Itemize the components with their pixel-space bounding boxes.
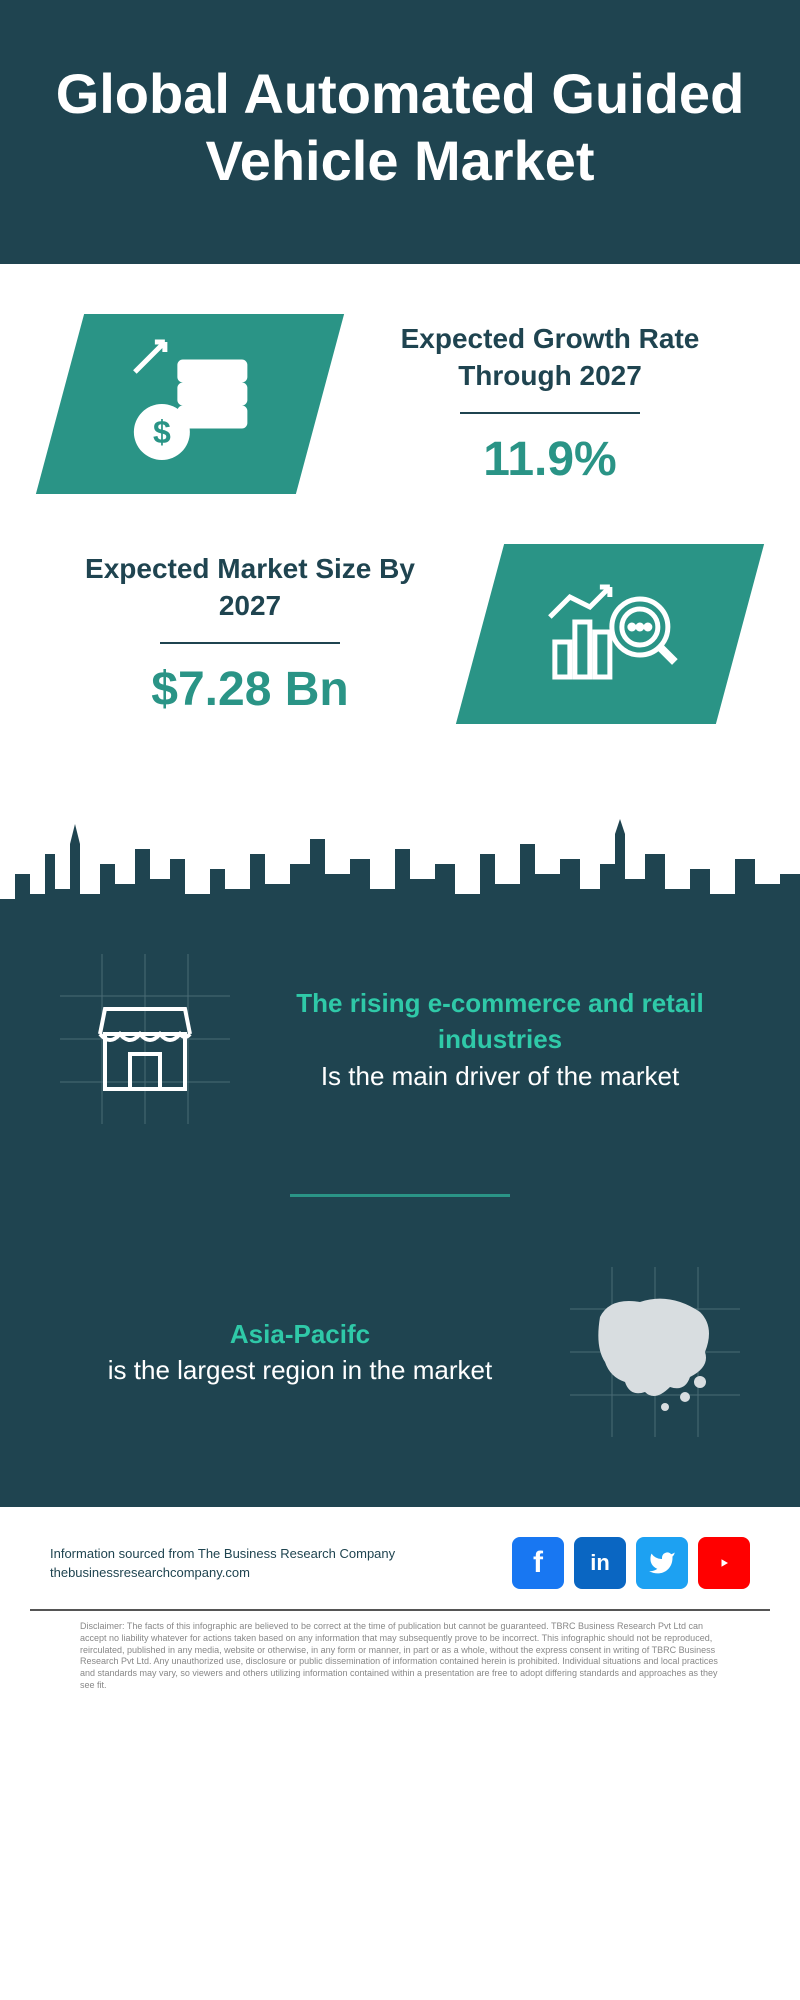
stat-value: 11.9% [360,432,740,487]
stat-growth-rate: $ Expected Growth Rate Through 2027 11.9… [60,314,740,494]
driver-highlight: The rising e-commerce and retail industr… [260,985,740,1058]
facebook-icon[interactable]: f [512,1537,564,1589]
source-text: Information sourced from The Business Re… [50,1544,395,1583]
stat-label: Expected Market Size By 2027 [60,551,440,624]
stat-text-block: Expected Market Size By 2027 $7.28 Bn [60,551,440,717]
svg-text:$: $ [153,414,171,450]
stats-section: $ Expected Growth Rate Through 2027 11.9… [0,264,800,804]
chart-magnify-icon [540,567,680,702]
driver-sub: Is the main driver of the market [260,1058,740,1094]
drivers-section: The rising e-commerce and retail industr… [0,804,800,1507]
driver-region: Asia-Pacifc is the largest region in the… [0,1237,800,1467]
source-line: Information sourced from The Business Re… [50,1544,395,1564]
section-divider [290,1194,510,1197]
twitter-icon[interactable] [636,1537,688,1589]
market-icon-box [456,544,764,724]
driver-ecommerce: The rising e-commerce and retail industr… [0,924,800,1154]
driver-highlight: Asia-Pacifc [60,1316,540,1352]
stat-text-block: Expected Growth Rate Through 2027 11.9% [360,321,740,487]
divider [160,642,340,644]
disclaimer-text: Disclaimer: The facts of this infographi… [30,1609,770,1721]
linkedin-icon[interactable]: in [574,1537,626,1589]
header: Global Automated Guided Vehicle Market [0,0,800,264]
stat-value: $7.28 Bn [60,662,440,717]
growth-icon-box: $ [36,314,344,494]
money-growth-icon: $ [120,337,260,472]
divider [460,412,640,414]
page-title: Global Automated Guided Vehicle Market [40,60,760,194]
source-url: thebusinessresearchcompany.com [50,1563,395,1583]
footer: Information sourced from The Business Re… [0,1507,800,1609]
storefront-icon [60,954,230,1124]
driver-text: Asia-Pacifc is the largest region in the… [60,1316,540,1389]
stat-label: Expected Growth Rate Through 2027 [360,321,740,394]
stat-market-size: Expected Market Size By 2027 $7.28 Bn [60,544,740,724]
skyline-graphic [0,804,800,924]
driver-sub: is the largest region in the market [60,1352,540,1388]
social-icons: f in [512,1537,750,1589]
youtube-icon[interactable] [698,1537,750,1589]
asia-map-icon [570,1267,740,1437]
driver-text: The rising e-commerce and retail industr… [260,985,740,1094]
